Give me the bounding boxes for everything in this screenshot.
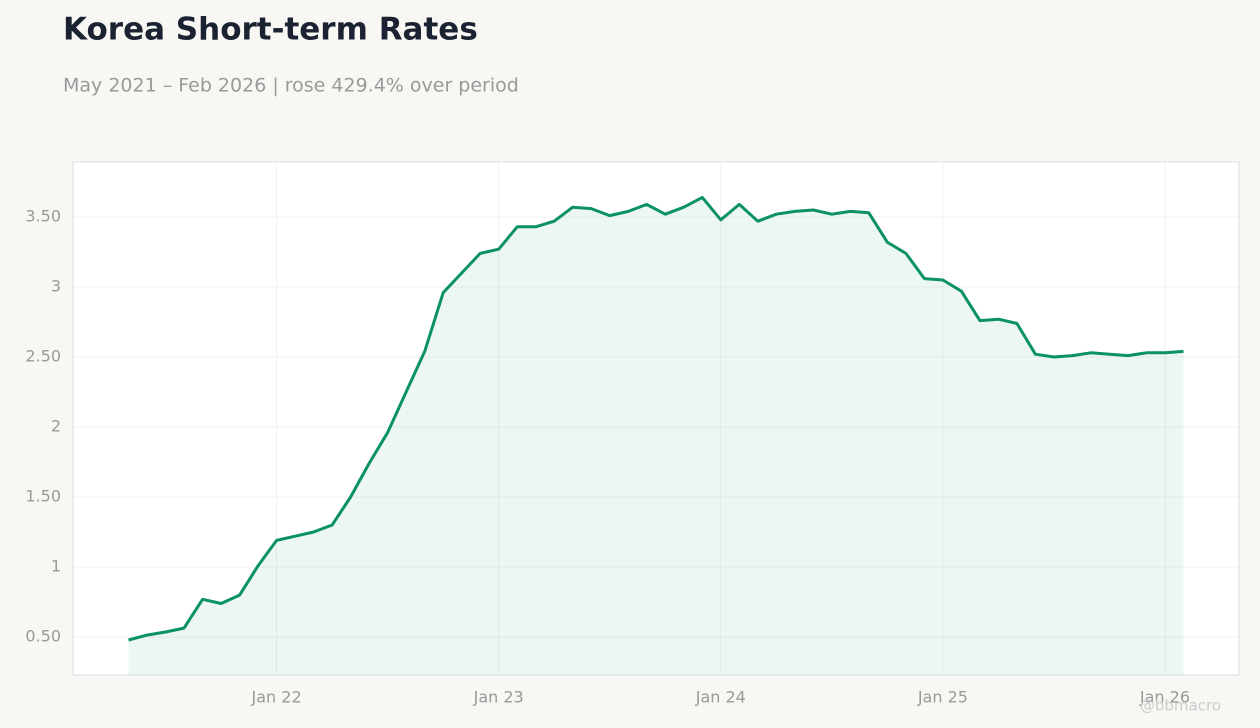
y-tick-label: 1: [51, 557, 61, 576]
y-tick-label: 2.50: [25, 347, 61, 366]
x-tick-label: Jan 26: [1139, 688, 1190, 707]
y-tick-label: 2: [51, 417, 61, 436]
chart-subtitle: May 2021 – Feb 2026 | rose 429.4% over p…: [63, 75, 519, 97]
y-tick-label: 3.50: [25, 207, 61, 226]
area: [128, 197, 1184, 675]
y-tick-label: 1.50: [25, 487, 61, 506]
line: [128, 195, 1184, 642]
watermark: @bbmacro: [1140, 697, 1221, 715]
x-tick-label: Jan 25: [917, 688, 968, 707]
y-tick-label: 0.50: [25, 627, 61, 646]
y-tick-label: 3: [51, 277, 61, 296]
x-tick-label: Jan 22: [251, 688, 302, 707]
chart-title: Korea Short-term Rates: [63, 12, 478, 48]
plot-area: [72, 161, 1240, 676]
x-tick-label: Jan 24: [695, 688, 746, 707]
x-tick-label: Jan 23: [473, 688, 524, 707]
